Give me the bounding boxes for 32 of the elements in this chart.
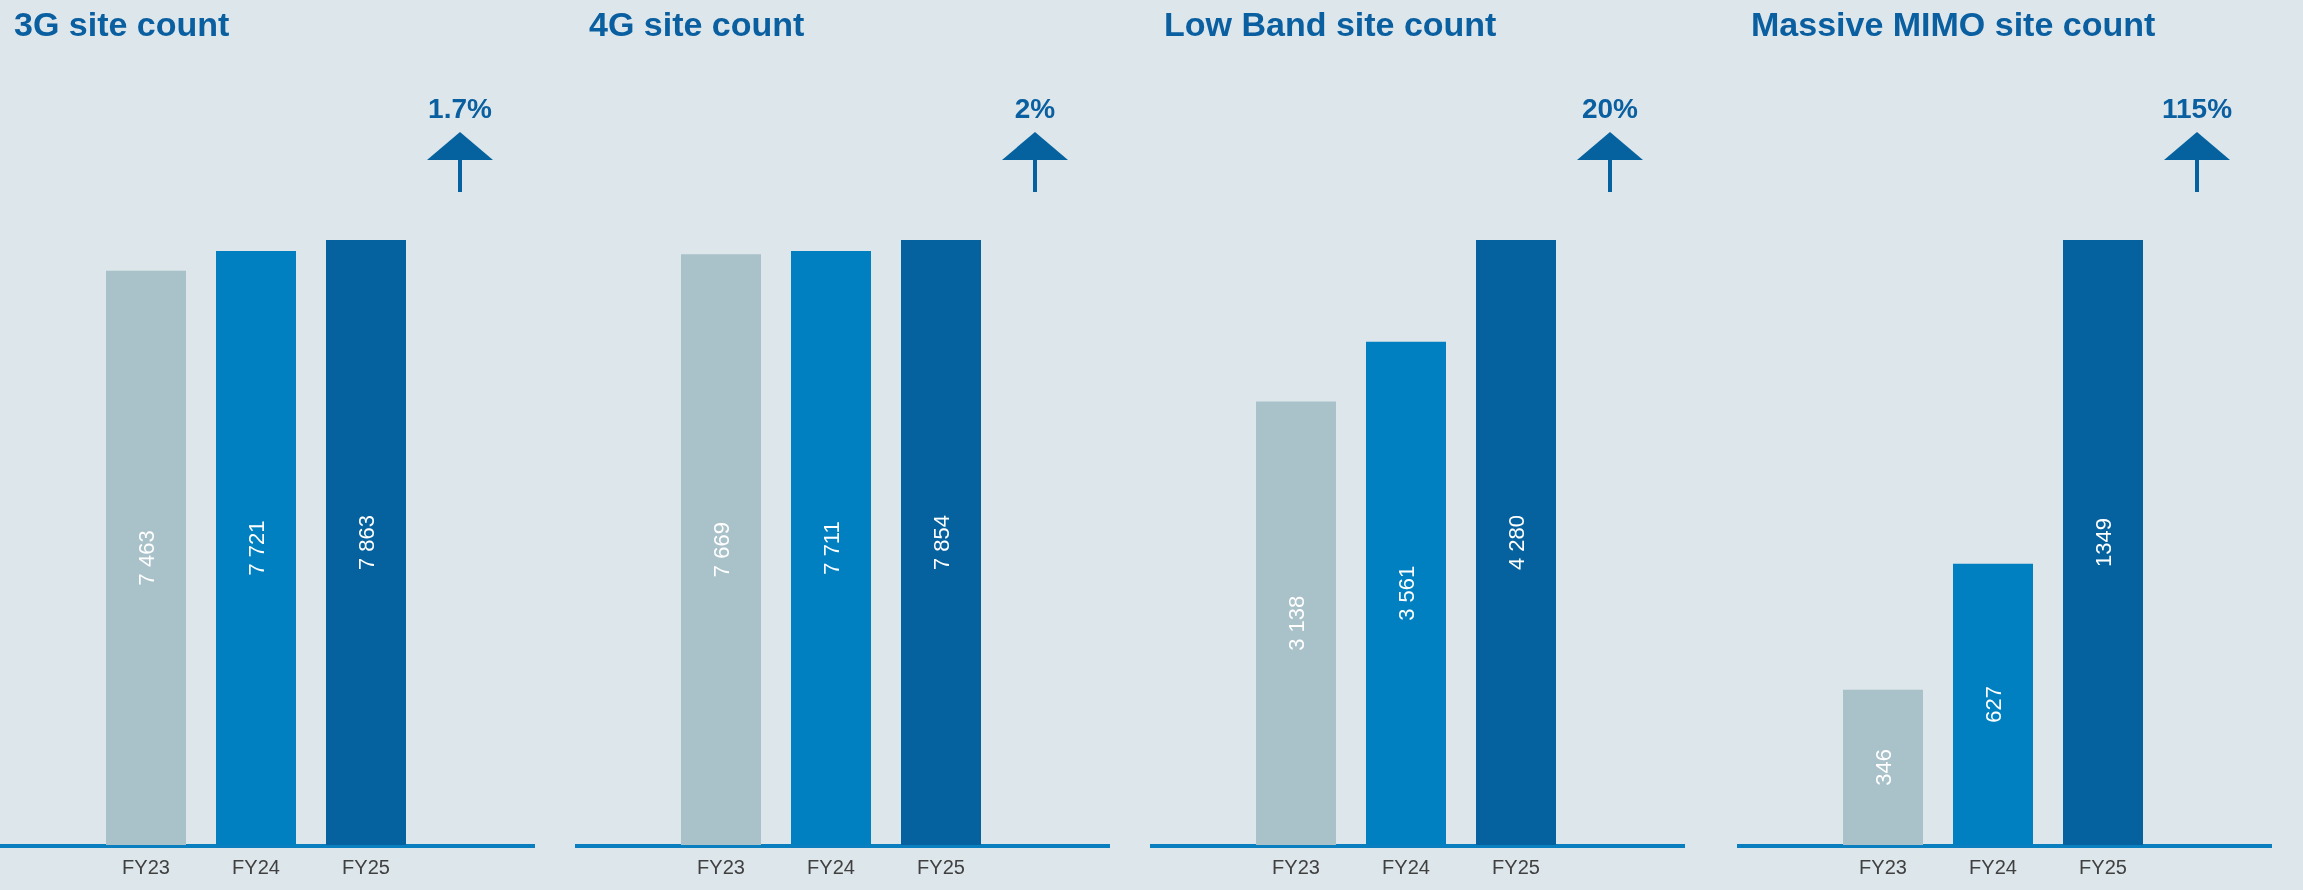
data-label: 7 863 bbox=[353, 514, 379, 571]
data-label: 7 854 bbox=[928, 514, 954, 571]
x-tick-label: FY25 bbox=[2079, 856, 2127, 878]
x-tick-label: FY25 bbox=[342, 856, 390, 878]
x-tick-label: FY23 bbox=[1859, 856, 1907, 878]
data-label: 7 669 bbox=[708, 522, 734, 578]
data-label: 7 721 bbox=[243, 520, 269, 576]
data-label: 3 138 bbox=[1283, 595, 1309, 651]
data-label: 3 561 bbox=[1393, 565, 1419, 621]
x-tick-label: FY25 bbox=[917, 856, 965, 878]
data-label: 4 280 bbox=[1503, 514, 1529, 571]
x-tick-label: FY24 bbox=[1382, 856, 1430, 878]
data-label: 627 bbox=[1980, 686, 2006, 723]
data-label: 7 463 bbox=[133, 530, 159, 586]
x-tick-label: FY23 bbox=[1272, 856, 1320, 878]
chart-title: 3G site count bbox=[14, 4, 231, 45]
text: 115% bbox=[2160, 92, 2234, 126]
data-label: 1349 bbox=[2090, 518, 2116, 567]
chart-title: Low Band site count bbox=[1164, 4, 1498, 45]
text: 2% bbox=[1013, 92, 1057, 126]
data-label: 346 bbox=[1870, 749, 1896, 786]
x-tick-label: FY24 bbox=[807, 856, 855, 878]
x-tick-label: FY24 bbox=[232, 856, 280, 878]
x-tick-label: FY25 bbox=[1492, 856, 1540, 878]
x-tick-label: FY23 bbox=[697, 856, 745, 878]
text: 20% bbox=[1580, 92, 1639, 126]
chart-title: 4G site count bbox=[589, 4, 806, 45]
data-label: 7 711 bbox=[818, 521, 844, 575]
x-tick-label: FY24 bbox=[1969, 856, 2017, 878]
text: 1.7% bbox=[427, 92, 493, 126]
x-tick-label: FY23 bbox=[122, 856, 170, 878]
chart-title: Massive MIMO site count bbox=[1751, 4, 2157, 45]
